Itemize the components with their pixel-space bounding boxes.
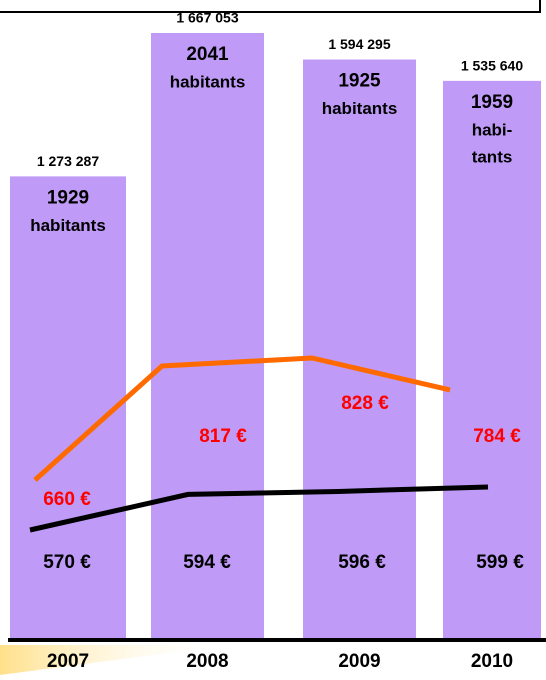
- bar: [443, 80, 541, 640]
- population-unit: habitants: [322, 99, 398, 118]
- line-value-label: 599 €: [476, 552, 524, 573]
- population-label: 1925: [338, 71, 381, 92]
- population-unit: habitants: [170, 72, 246, 91]
- frame: [0, 0, 541, 13]
- line: [33, 355, 451, 482]
- decoration: [0, 645, 230, 675]
- line: [29, 484, 489, 533]
- population-label: 2041: [186, 44, 229, 65]
- x-tick-label: 2010: [471, 651, 513, 672]
- value-label: 1 594 295: [328, 36, 390, 52]
- line-value-label: 660 €: [43, 489, 91, 510]
- x-tick-label: 2008: [186, 651, 228, 672]
- line-value-label: 828 €: [341, 393, 389, 414]
- population-unit: habitants: [30, 216, 106, 235]
- value-label: 1 273 287: [37, 153, 99, 169]
- marks: 1 273 287 1929 habitants 2007 1 667 053 2041 h…: [10, 10, 541, 672]
- line-value-label: 570 €: [43, 552, 91, 573]
- x-tick-label: 2009: [338, 651, 380, 672]
- population-unit: tants: [472, 147, 513, 166]
- line-value-label: 594 €: [183, 552, 231, 573]
- line-value-label: 784 €: [473, 426, 521, 447]
- population-label: 1959: [471, 92, 513, 113]
- value-label: 1 535 640: [461, 58, 523, 74]
- line-value-label: 596 €: [338, 552, 386, 573]
- population-unit: habi-: [472, 120, 513, 139]
- line-value-label: 817 €: [199, 426, 247, 447]
- bar: [10, 176, 126, 640]
- bar: [151, 33, 264, 640]
- x-tick-label: 2007: [47, 651, 89, 672]
- population-label: 1929: [47, 187, 89, 208]
- bar: [303, 59, 416, 641]
- value-label: 1 667 053: [176, 10, 238, 26]
